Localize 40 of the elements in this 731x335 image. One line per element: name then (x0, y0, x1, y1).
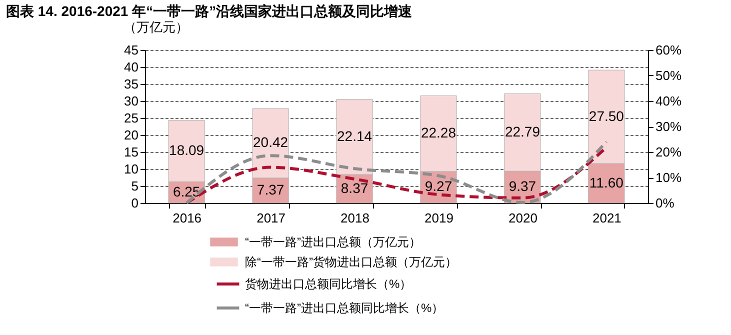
x-tick-label: 2019 (424, 210, 454, 226)
data-label: 20.42 (253, 134, 288, 150)
data-label: 8.37 (340, 180, 368, 196)
x-tick-label: 2016 (172, 210, 202, 226)
legend-label: 除“一带一路”货物进出口总额（万亿元） (245, 255, 457, 269)
y-tick-label: 25 (124, 110, 138, 126)
y2-tick-label: 10% (656, 170, 682, 185)
data-label: 22.28 (420, 124, 456, 141)
y-tick-label: 40 (124, 60, 138, 74)
x-tick-label: 2021 (592, 210, 622, 226)
data-label: 9.37 (508, 178, 536, 194)
data-label: 9.27 (424, 178, 452, 194)
y2-tick-label: 40% (656, 94, 682, 108)
x-tick-label: 2020 (508, 210, 538, 226)
y-tick-label: 5 (131, 178, 138, 194)
y-tick-label: 45 (124, 42, 138, 58)
x-tick-label: 2018 (340, 210, 370, 226)
legend-label: “一带一路”进出口总额同比增长（%） (245, 301, 444, 315)
y2-tick-label: 30% (656, 119, 682, 134)
y-tick-label: 15 (124, 144, 138, 160)
data-label: 7.37 (256, 181, 284, 198)
y-tick-label: 35 (124, 76, 138, 92)
data-label: 27.50 (588, 108, 624, 124)
legend-label: 货物进出口总额同比增长（%） (245, 277, 412, 291)
legend-label: “一带一路”进出口总额（万亿元） (245, 235, 421, 249)
y2-tick-label: 0% (656, 196, 675, 210)
y-tick-label: 20 (124, 128, 138, 142)
y2-tick-label: 50% (656, 68, 682, 83)
y-tick-label: 10 (124, 162, 138, 176)
y-tick-label: 0 (131, 196, 138, 210)
data-label: 11.60 (589, 174, 624, 190)
data-label: 22.14 (336, 128, 372, 144)
y-tick-label: 30 (124, 94, 138, 108)
y-axis-title: （万亿元） (124, 20, 188, 34)
x-tick-label: 2017 (256, 210, 286, 226)
data-label: 22.79 (504, 123, 540, 140)
data-label: 18.09 (169, 142, 204, 158)
y2-tick-label: 20% (656, 144, 682, 160)
chart-title: 图表 14. 2016-2021 年“一带一路”沿线国家进出口总额及同比增速 (6, 3, 412, 21)
y2-tick-label: 60% (656, 42, 682, 58)
